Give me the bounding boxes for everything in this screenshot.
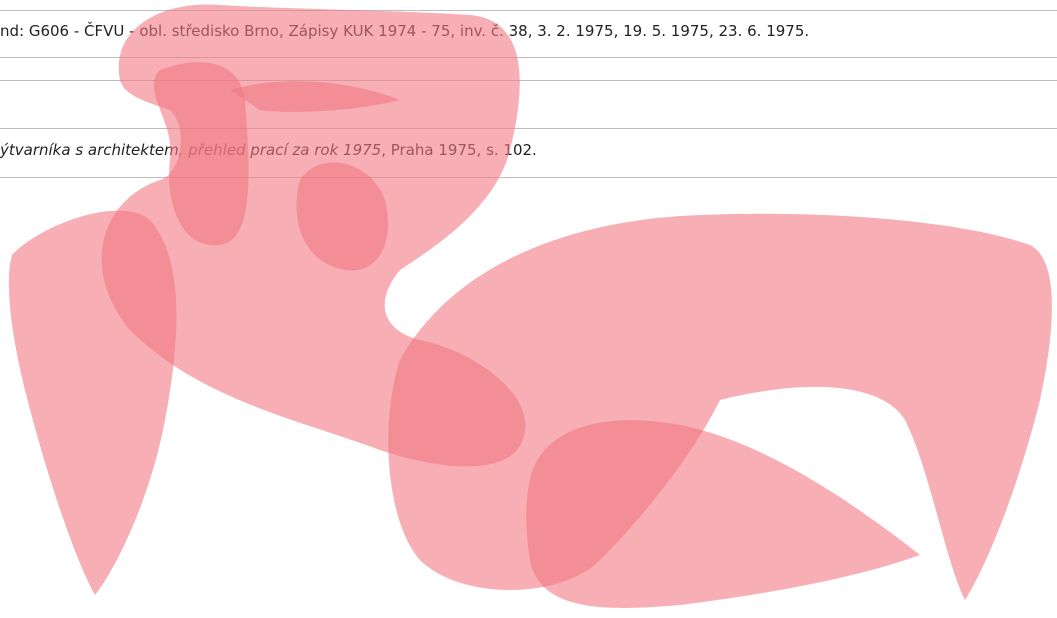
blob [526, 420, 920, 608]
sculpture-image [0, 0, 1057, 618]
page: nd: G606 - ČFVU - obl. středisko Brno, Z… [0, 0, 1057, 618]
